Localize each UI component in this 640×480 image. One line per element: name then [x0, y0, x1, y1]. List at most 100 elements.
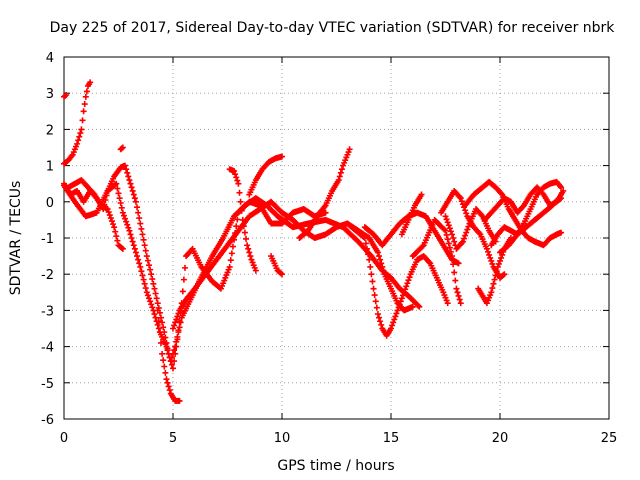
data-point — [119, 209, 126, 216]
data-point — [239, 216, 246, 223]
sample-marker — [444, 236, 451, 243]
series-arc-13 — [344, 220, 451, 339]
sample-marker — [451, 269, 458, 276]
data-point — [235, 180, 242, 187]
data-point — [388, 325, 394, 332]
sample-marker — [134, 253, 141, 260]
data-point — [226, 263, 233, 270]
sample-marker — [142, 285, 149, 292]
sample-marker — [391, 316, 398, 323]
sample-marker — [134, 204, 141, 211]
sample-marker — [489, 285, 496, 292]
sample-marker — [135, 209, 142, 216]
sample-marker — [444, 219, 451, 226]
sample-marker — [147, 298, 154, 305]
sample-marker — [234, 216, 241, 223]
sample-marker — [406, 274, 413, 281]
series-arc-15 — [398, 191, 425, 238]
y-tick-label: -4 — [41, 341, 54, 356]
sample-marker — [130, 191, 137, 198]
sample-marker — [451, 238, 458, 245]
sample-marker — [243, 235, 250, 242]
series-arc-9 — [226, 166, 259, 274]
sample-marker — [142, 247, 149, 254]
data-point — [459, 238, 466, 245]
sample-marker — [125, 224, 132, 231]
sample-marker — [146, 262, 153, 269]
data-point — [244, 242, 251, 249]
sample-marker — [232, 171, 239, 178]
data-point — [104, 206, 111, 213]
sample-marker — [227, 257, 234, 264]
sample-marker — [137, 220, 144, 227]
sample-marker — [171, 322, 178, 329]
sample-marker — [105, 209, 112, 216]
sample-marker — [117, 200, 124, 207]
sample-marker — [138, 268, 145, 275]
sample-marker — [447, 228, 454, 235]
sample-marker — [402, 286, 409, 293]
y-axis-label: SDTVAR / TECUs — [8, 181, 24, 296]
sample-marker — [246, 249, 253, 256]
data-point — [394, 307, 401, 314]
sample-marker — [378, 321, 385, 328]
sample-marker — [172, 319, 179, 326]
data-point — [78, 126, 85, 133]
y-tick-label: -3 — [41, 304, 54, 319]
data-point — [82, 93, 89, 100]
sample-marker — [124, 221, 131, 228]
y-tick-label: -6 — [41, 413, 54, 428]
sample-marker — [135, 256, 142, 263]
series-arc-11 — [268, 253, 285, 278]
data-point — [143, 289, 150, 296]
sample-marker — [445, 222, 452, 229]
data-point — [63, 92, 70, 99]
sample-marker — [164, 379, 171, 386]
sample-marker — [364, 245, 371, 252]
sample-marker — [441, 226, 448, 233]
sample-marker — [140, 276, 147, 283]
sample-marker — [79, 117, 86, 124]
x-tick-label: 0 — [60, 431, 68, 446]
x-axis-label: GPS time / hours — [277, 458, 394, 474]
sample-marker — [141, 242, 148, 249]
data-point — [560, 187, 567, 194]
y-tick-label: 3 — [46, 87, 54, 102]
sample-marker — [454, 289, 461, 296]
data-point — [457, 300, 464, 307]
sample-marker — [151, 311, 158, 318]
data-point — [457, 195, 464, 202]
sample-marker — [148, 301, 155, 308]
sample-marker — [378, 260, 385, 267]
sample-marker — [241, 229, 248, 236]
data-point — [126, 177, 133, 184]
data-point — [111, 224, 118, 231]
data-point — [231, 168, 238, 175]
sample-marker — [369, 278, 376, 285]
sample-marker — [175, 329, 182, 336]
data-point — [361, 235, 368, 241]
data-point — [444, 300, 451, 307]
sample-marker — [103, 192, 110, 199]
series-arc-10 — [246, 153, 285, 198]
data-point — [501, 271, 508, 278]
sample-marker — [179, 288, 186, 295]
sample-marker — [173, 316, 180, 323]
data-point — [176, 397, 183, 404]
sample-marker — [463, 229, 470, 236]
sample-marker — [491, 276, 498, 283]
sample-marker — [445, 240, 452, 247]
series-arc-2 — [61, 79, 94, 167]
series-arc-23 — [531, 229, 565, 249]
sample-marker — [153, 295, 160, 302]
sample-marker — [156, 329, 163, 336]
sample-marker — [160, 324, 167, 331]
sample-marker — [164, 347, 171, 354]
data-point — [137, 263, 144, 270]
sample-marker — [136, 215, 143, 222]
series-arc-8 — [170, 198, 416, 332]
y-tick-label: 1 — [46, 160, 54, 175]
sample-marker — [128, 235, 135, 241]
